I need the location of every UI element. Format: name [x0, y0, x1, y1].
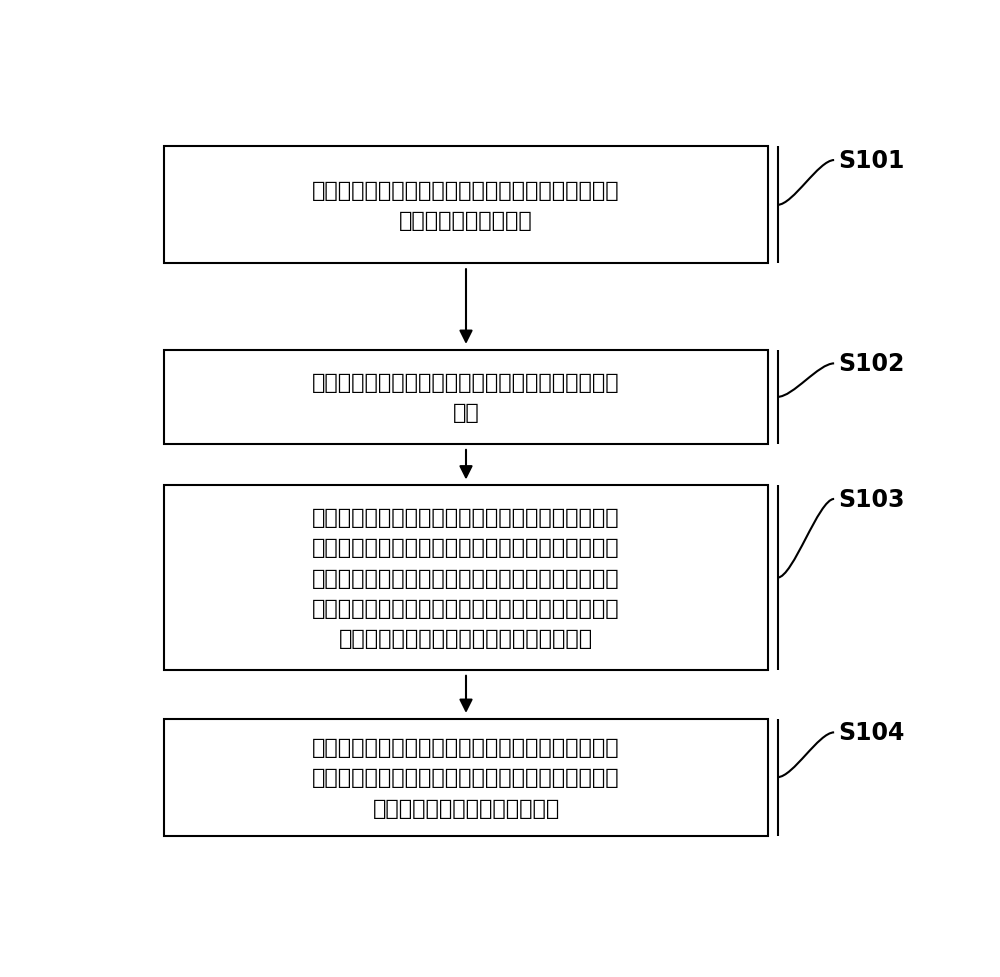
- Text: S102: S102: [838, 352, 904, 376]
- Bar: [164, 486, 768, 670]
- Text: S103: S103: [838, 488, 904, 511]
- Bar: [164, 351, 768, 445]
- Text: 根据等效声源的数量、各个等效声源在预设倍频带的
声压级和各个等效声源的空间坐标得到预设倍频带对
应的变压器多声源噪声等效模型: 根据等效声源的数量、各个等效声源在预设倍频带的 声压级和各个等效声源的空间坐标得…: [312, 737, 620, 818]
- Bar: [164, 719, 768, 835]
- Bar: [164, 148, 768, 264]
- Text: 获取变压器周围的多个预设检测点的空间坐标与在预
设倍频带的实际声压级: 获取变压器周围的多个预设检测点的空间坐标与在预 设倍频带的实际声压级: [312, 181, 620, 231]
- Text: S101: S101: [838, 149, 904, 173]
- Text: 根据多个预设检测点的空间坐标与在预设倍频带的实
际声压级、等效声源的数量以及各个等效声源的空间
坐标，构建预设倍频带对应的单变量线性回归模型，
并对预设倍频带对: 根据多个预设检测点的空间坐标与在预设倍频带的实 际声压级、等效声源的数量以及各个…: [312, 507, 620, 649]
- Text: S104: S104: [838, 721, 904, 744]
- Text: 获取变压器的等效声源的数量和各个等效声源的空间
坐标: 获取变压器的等效声源的数量和各个等效声源的空间 坐标: [312, 372, 620, 423]
